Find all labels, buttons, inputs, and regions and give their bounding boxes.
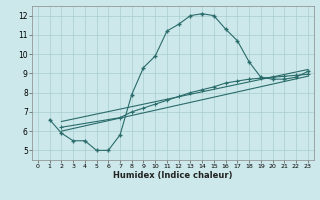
X-axis label: Humidex (Indice chaleur): Humidex (Indice chaleur): [113, 171, 233, 180]
